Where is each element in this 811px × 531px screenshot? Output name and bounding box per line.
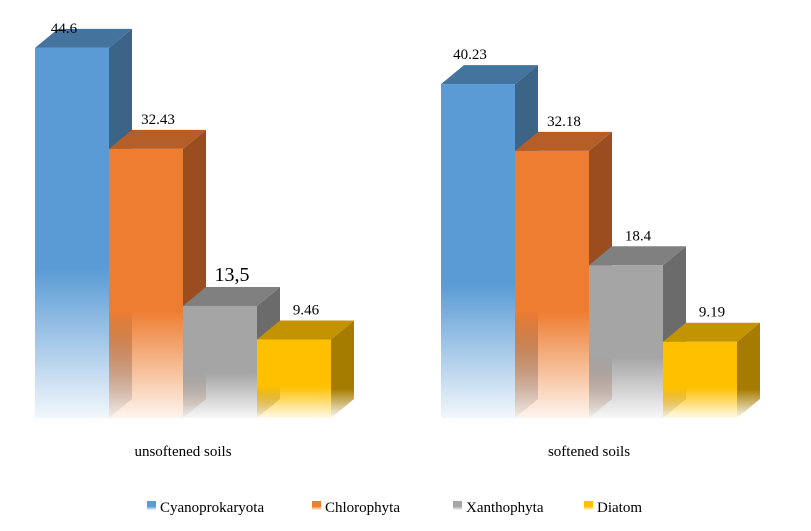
- legend-item-cyanoprokaryota: Cyanoprokaryota: [147, 500, 264, 516]
- bar-front: [589, 265, 663, 418]
- legend-item-chlorophyta: Chlorophyta: [312, 500, 400, 516]
- data-label: 32.43: [141, 112, 175, 128]
- bar-diatom-0: [257, 320, 354, 418]
- legend-swatch: [453, 501, 462, 510]
- legend-item-xanthophyta: Xanthophyta: [453, 500, 544, 516]
- data-label: 18.4: [625, 228, 652, 244]
- bar-diatom-1: [663, 322, 760, 418]
- data-label: 13,5: [215, 264, 250, 286]
- bar-top: [109, 129, 206, 149]
- legend-label: Chlorophyta: [325, 500, 400, 516]
- bar-top: [663, 322, 760, 342]
- category-label: softened soils: [548, 444, 630, 460]
- bar-front: [35, 47, 109, 418]
- legend: Cyanoprokaryota Chlorophyta Xanthophyta Dia…: [147, 500, 642, 516]
- bar-top: [183, 286, 280, 306]
- category-label: unsoftened soils: [134, 444, 231, 460]
- data-label: 44.6: [51, 21, 78, 37]
- data-label: 40.23: [453, 47, 487, 63]
- legend-swatch: [312, 501, 321, 510]
- bar-front: [183, 305, 257, 418]
- bar-front: [515, 150, 589, 418]
- legend-item-diatom: Diatom: [584, 500, 642, 516]
- bar-front: [109, 148, 183, 418]
- bar-top: [515, 131, 612, 151]
- data-label: 9.46: [293, 302, 320, 318]
- bar-side: [737, 322, 760, 418]
- data-labels: 44.6 32.43 13,5 9.46 40.23 32.18 18.4 9.19: [51, 21, 725, 321]
- legend-label: Xanthophyta: [466, 500, 544, 516]
- legend-swatch: [147, 501, 156, 510]
- bar-side: [331, 320, 354, 418]
- legend-swatch: [584, 501, 593, 510]
- bars: [35, 28, 760, 418]
- category-labels: unsoftened soils softened soils: [134, 444, 630, 460]
- bar-top: [441, 65, 538, 85]
- bar-front: [441, 84, 515, 418]
- bar-top: [589, 246, 686, 266]
- legend-label: Cyanoprokaryota: [160, 500, 264, 516]
- bar-front: [257, 339, 331, 418]
- data-label: 9.19: [699, 305, 725, 321]
- bar-front: [663, 341, 737, 418]
- bar-chlorophyta-0: [109, 129, 206, 418]
- data-label: 32.18: [547, 114, 581, 130]
- bar-top: [35, 28, 132, 48]
- bar-top: [257, 320, 354, 340]
- legend-label: Diatom: [597, 500, 642, 516]
